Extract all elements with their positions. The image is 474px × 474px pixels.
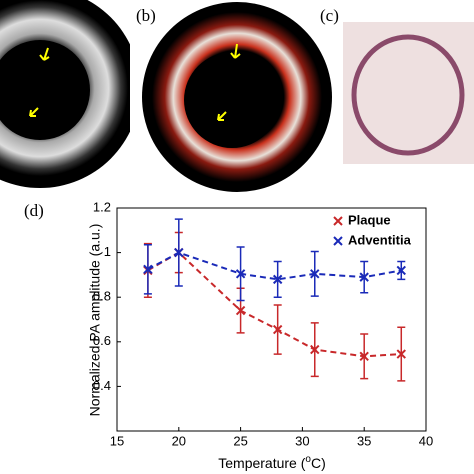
marker	[235, 305, 246, 316]
legend-label: Plaque	[348, 212, 391, 227]
x-tick-label: 30	[295, 433, 309, 448]
panel-label: (d)	[24, 201, 44, 220]
y-tick-label: 0.6	[93, 333, 111, 348]
plot-frame	[116, 207, 427, 432]
x-label-part: C)	[311, 455, 326, 471]
panel-label: (b)	[136, 6, 156, 25]
x-label-part: Temperature (	[218, 455, 305, 471]
x-tick-label: 35	[357, 433, 371, 448]
arrow	[217, 111, 227, 121]
y-tick-label: 0.4	[93, 378, 111, 393]
marker	[396, 265, 406, 276]
panel-label: (c)	[320, 6, 339, 25]
marker	[359, 272, 369, 282]
legend-label: Adventitia	[348, 232, 412, 247]
marker	[174, 247, 184, 258]
x-tick-label: 15	[110, 433, 124, 448]
marker	[272, 324, 283, 335]
x-tick-label: 40	[419, 433, 433, 448]
panel-c-image	[343, 22, 474, 164]
marker	[235, 269, 246, 279]
marker	[359, 351, 369, 362]
x-axis-label: Temperature (oC)	[218, 454, 326, 471]
marker	[272, 274, 283, 285]
x-label-part: o	[305, 454, 311, 465]
marker	[310, 344, 320, 355]
y-tick-label: 0.8	[93, 289, 111, 304]
y-tick-label: 1.2	[93, 199, 111, 214]
marker	[143, 264, 153, 275]
x-tick-label: 25	[233, 433, 247, 448]
arrow	[29, 107, 39, 117]
marker	[333, 216, 343, 226]
arrow	[230, 43, 241, 59]
panel-b-image	[142, 2, 332, 192]
y-axis-label: Normalized PA amplitude (a.u.)	[87, 224, 103, 417]
x-tick-label: 20	[172, 433, 186, 448]
panel-a-image	[0, 0, 130, 188]
arrow	[39, 47, 50, 61]
y-tick-label: 1	[104, 244, 111, 259]
marker	[396, 349, 406, 359]
marker	[333, 236, 343, 246]
marker	[310, 269, 320, 279]
